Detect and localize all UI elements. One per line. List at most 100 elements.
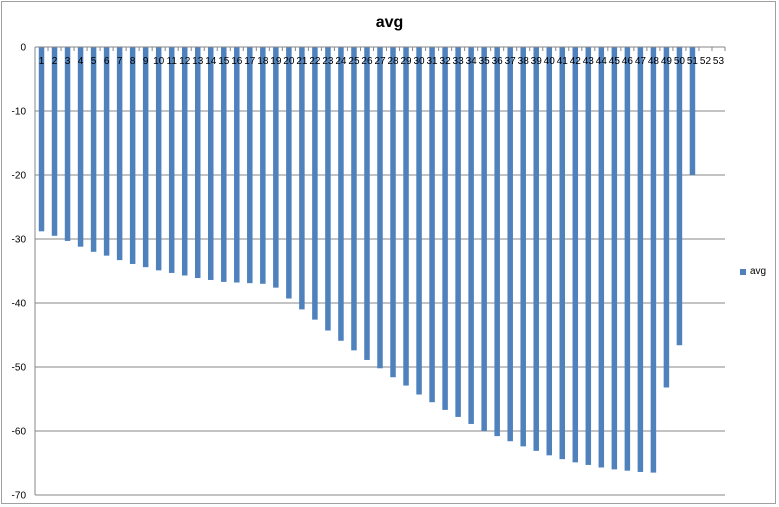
x-tick-label: 17 xyxy=(244,56,256,67)
bar xyxy=(559,47,566,460)
x-tick-label: 24 xyxy=(335,56,347,67)
x-tick-label: 27 xyxy=(374,56,386,67)
x-tick-label: 16 xyxy=(231,56,243,67)
x-tick-label: 48 xyxy=(648,56,660,67)
x-tick-label: 1 xyxy=(39,56,45,67)
x-tick-label: 20 xyxy=(283,56,295,67)
bar xyxy=(507,47,513,442)
x-tick-label: 29 xyxy=(400,56,412,67)
y-tick-label: -10 xyxy=(12,107,27,118)
bar xyxy=(351,47,357,351)
y-tick-label: -50 xyxy=(12,363,27,374)
bar xyxy=(546,47,552,456)
bar xyxy=(155,47,162,271)
x-tick-label: 31 xyxy=(427,56,439,67)
x-tick-label: 46 xyxy=(622,56,634,67)
x-tick-label: 52 xyxy=(700,56,712,67)
x-tick-label: 49 xyxy=(661,56,673,67)
x-tick-label: 8 xyxy=(130,56,136,67)
x-tick-label: 6 xyxy=(104,56,110,67)
bar xyxy=(650,47,657,473)
x-tick-label: 7 xyxy=(117,56,123,67)
bar xyxy=(51,47,58,236)
x-tick-label: 35 xyxy=(479,56,491,67)
y-tick-label: -70 xyxy=(12,491,27,502)
bar xyxy=(429,47,435,403)
x-tick-label: 37 xyxy=(505,56,517,67)
x-tick-label: 34 xyxy=(466,56,478,67)
bar xyxy=(299,47,305,310)
bar xyxy=(129,47,136,264)
bar xyxy=(325,47,331,331)
x-tick-label: 9 xyxy=(143,56,149,67)
bar xyxy=(533,47,539,451)
x-tick-label: 4 xyxy=(78,56,84,67)
x-tick-label: 26 xyxy=(361,56,373,67)
bar xyxy=(312,47,318,320)
y-tick-label: -30 xyxy=(12,235,27,246)
x-tick-label: 25 xyxy=(348,56,360,67)
bar xyxy=(624,47,631,471)
bar xyxy=(90,47,97,252)
bar xyxy=(64,47,71,241)
x-tick-label: 10 xyxy=(153,56,165,67)
y-tick-label: 0 xyxy=(20,43,26,54)
bar xyxy=(142,47,149,268)
bar xyxy=(403,47,409,386)
y-tick-label: -60 xyxy=(12,427,27,438)
x-tick-label: 15 xyxy=(218,56,230,67)
bar xyxy=(77,47,84,247)
bar xyxy=(689,47,696,175)
bar xyxy=(520,47,526,447)
x-tick-label: 21 xyxy=(296,56,308,67)
x-tick-label: 38 xyxy=(518,56,530,67)
bar xyxy=(663,47,670,388)
x-tick-label: 11 xyxy=(167,56,178,67)
x-tick-label: 3 xyxy=(65,56,71,67)
x-tick-label: 28 xyxy=(387,56,399,67)
bar xyxy=(572,47,579,463)
bar xyxy=(208,47,214,280)
bar xyxy=(116,47,123,261)
bar xyxy=(221,47,227,282)
bar xyxy=(247,47,253,284)
x-tick-label: 12 xyxy=(179,56,191,67)
bar xyxy=(442,47,448,410)
x-tick-label: 41 xyxy=(557,56,569,67)
bar xyxy=(637,47,644,472)
bar xyxy=(364,47,370,360)
x-tick-label: 19 xyxy=(270,56,282,67)
bar xyxy=(181,47,188,276)
bar xyxy=(390,47,396,378)
bar xyxy=(260,47,266,284)
y-tick-label: -20 xyxy=(12,171,27,182)
y-tick-label: -40 xyxy=(12,299,27,310)
bar xyxy=(338,47,344,341)
bar xyxy=(377,47,383,369)
x-tick-label: 18 xyxy=(257,56,269,67)
bar xyxy=(38,47,45,232)
bar xyxy=(585,47,592,465)
bar xyxy=(598,47,605,468)
x-tick-label: 32 xyxy=(440,56,452,67)
x-tick-label: 23 xyxy=(322,56,334,67)
legend-swatch xyxy=(740,268,746,275)
bar xyxy=(416,47,422,395)
bar xyxy=(676,47,683,346)
bar xyxy=(494,47,500,437)
x-tick-label: 53 xyxy=(713,56,725,67)
bar xyxy=(273,47,279,288)
bar xyxy=(194,47,201,279)
x-tick-label: 42 xyxy=(570,56,582,67)
bar xyxy=(234,47,240,283)
bar xyxy=(168,47,175,273)
x-tick-label: 30 xyxy=(413,56,425,67)
x-tick-label: 51 xyxy=(687,56,699,67)
x-tick-label: 47 xyxy=(635,56,647,67)
x-tick-label: 40 xyxy=(544,56,556,67)
bar xyxy=(286,47,292,299)
x-tick-label: 50 xyxy=(674,56,686,67)
x-tick-label: 39 xyxy=(531,56,543,67)
x-tick-label: 22 xyxy=(309,56,321,67)
